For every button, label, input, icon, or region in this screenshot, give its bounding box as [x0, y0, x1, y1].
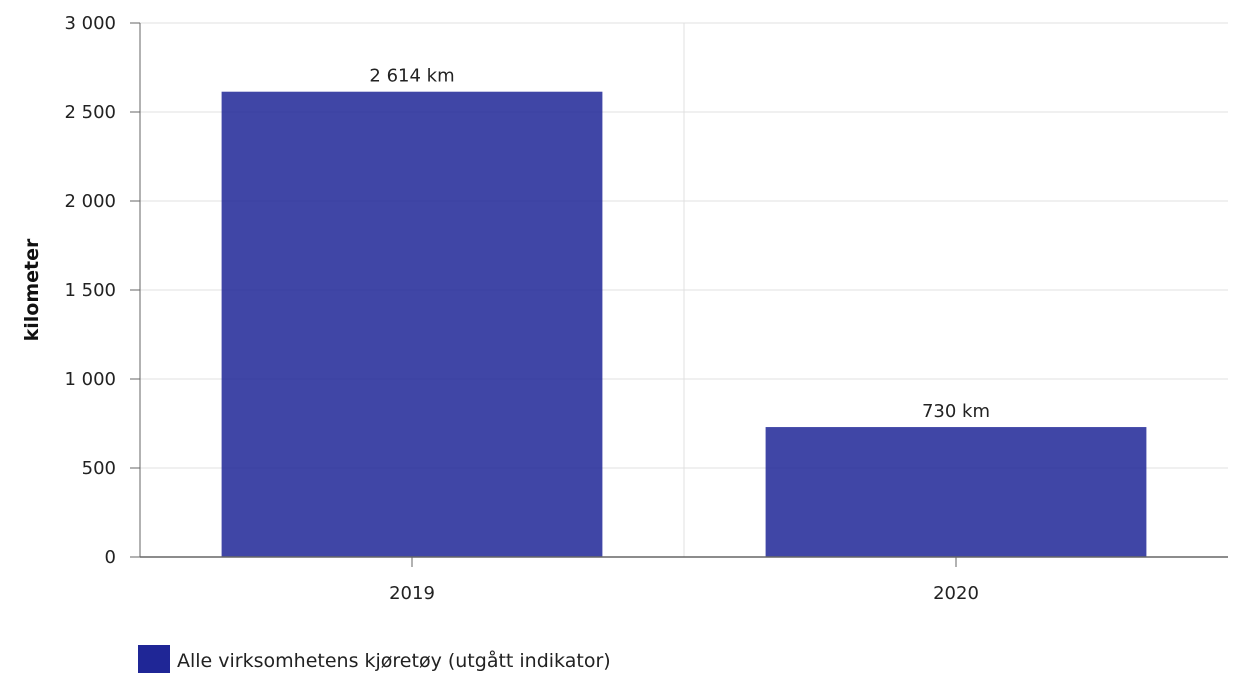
y-tick-label: 2 000 — [64, 191, 116, 212]
y-tick-label: 0 — [105, 547, 116, 568]
y-tick-label: 2 500 — [64, 102, 116, 123]
data-label-2020: 730 km — [922, 401, 990, 422]
x-tick-label-2019: 2019 — [389, 583, 435, 604]
bar-layer — [221, 91, 1147, 557]
y-tick-label: 1 000 — [64, 369, 116, 390]
y-tick-label: 1 500 — [64, 280, 116, 301]
bar-2019 — [221, 91, 603, 557]
legend[interactable]: Alle virksomhetens kjøretøy (utgått indi… — [138, 645, 611, 674]
y-axis-title: kilometer — [21, 238, 43, 341]
label-layer: 0 500 1 000 1 500 2 000 2 500 3 000 2 614 km 201… — [64, 13, 990, 604]
legend-label: Alle virksomhetens kjøretøy (utgått indi… — [177, 649, 611, 672]
axis-layer — [130, 22, 1228, 567]
x-tick-label-2020: 2020 — [933, 583, 979, 604]
bar-2020 — [765, 427, 1147, 557]
data-label-2019: 2 614 km — [369, 66, 454, 87]
y-tick-label: 3 000 — [64, 13, 116, 34]
legend-swatch — [138, 645, 170, 674]
y-tick-label: 500 — [82, 458, 116, 479]
